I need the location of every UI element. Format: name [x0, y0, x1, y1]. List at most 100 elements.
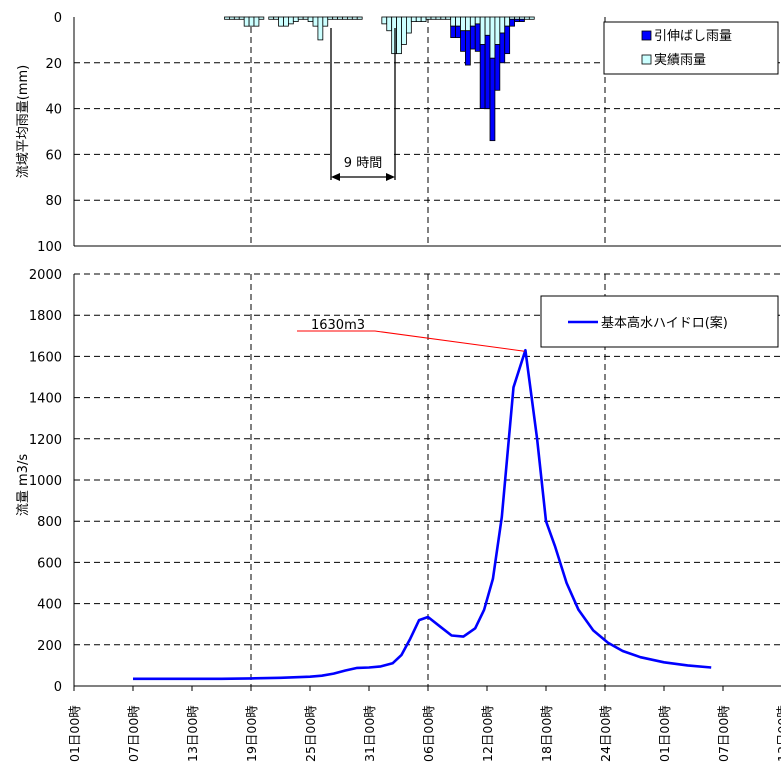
rain-bar-observed	[489, 16, 496, 59]
rain-ytick-label: 100	[37, 240, 62, 255]
rain-bar-observed	[233, 16, 240, 20]
flow-xtick-label: 01日00時	[67, 705, 82, 762]
rain-bar-observed	[292, 16, 299, 22]
rain-bar-extended	[489, 57, 496, 142]
rain-bar-observed	[312, 16, 319, 27]
rain-bar-observed	[499, 16, 506, 34]
flow-ytick-label: 2000	[29, 268, 62, 283]
rain-bar-observed	[332, 16, 338, 20]
rain-bar-observed	[410, 16, 417, 22]
rain-ytick-label: 60	[45, 148, 62, 163]
rain-bar-observed	[307, 16, 314, 22]
rain-bar-observed	[258, 16, 265, 20]
rain-bar-observed	[268, 16, 275, 20]
flow-xtick-label: 18日00時	[539, 705, 554, 762]
flow-xtick-label: 07日00時	[126, 705, 141, 762]
rain-bar-extended	[499, 32, 506, 64]
rain-bar-observed	[415, 16, 422, 22]
rain-bar-observed	[337, 16, 343, 20]
span-label-bg	[334, 150, 392, 172]
rain-bar-extended	[484, 34, 491, 109]
rain-bar-observed	[229, 16, 235, 20]
rain-bar-observed	[435, 16, 442, 20]
flow-ytick-label: 1000	[29, 474, 62, 489]
rain-bar-observed	[351, 16, 358, 20]
flow-ytick-label: 1600	[29, 350, 62, 365]
rain-bar-observed	[460, 16, 466, 32]
flow-ytick-label: 200	[37, 639, 62, 654]
rain-bar-observed	[386, 16, 393, 32]
rain-bar-extended	[509, 18, 515, 27]
rain-bar-observed	[445, 16, 452, 20]
rain-ytick-label: 80	[45, 194, 62, 209]
rain-bar-observed	[469, 16, 476, 27]
rain-bar-extended	[455, 25, 461, 39]
rain-bar-observed	[430, 16, 437, 20]
rain-ytick-label: 0	[54, 11, 62, 26]
rain-bar-observed	[248, 16, 255, 27]
rain-bar-observed	[479, 16, 486, 45]
rain-bar-observed	[224, 16, 230, 20]
rain-legend-swatch	[641, 30, 652, 41]
rain-legend-swatch	[641, 54, 652, 65]
rain-bar-observed	[327, 16, 334, 20]
flow-legend: 基本高水ハイドロ(案)	[540, 295, 779, 348]
rain-legend-box	[603, 21, 779, 75]
rain-bar-extended	[519, 18, 525, 22]
flow-y-axis-label: 流量 m3/s	[16, 454, 31, 516]
rain-bar-extended	[504, 25, 511, 55]
span-label: 9 時間	[344, 156, 382, 171]
rain-y-axis-label: 流域平均雨量(mm)	[16, 65, 31, 178]
flow-xtick-label: 13日00時	[775, 705, 781, 762]
rain-bar-observed	[356, 16, 363, 20]
flow-xtick-label: 13日00時	[185, 705, 200, 762]
flow-xtick-label: 31日00時	[362, 705, 377, 762]
rain-ytick-label: 20	[45, 57, 62, 72]
rain-bar-extended	[469, 25, 476, 50]
rain-bar-observed	[528, 16, 535, 20]
rain-bar-observed	[278, 16, 284, 27]
rain-bar-observed	[484, 16, 491, 36]
rain-bar-observed	[243, 16, 250, 27]
rain-bar-observed	[253, 16, 260, 27]
rain-bar-observed	[524, 16, 530, 20]
flow-xtick-label: 19日00時	[244, 705, 259, 762]
rain-bar-observed	[297, 16, 304, 20]
rain-bar-observed	[381, 16, 388, 25]
flow-ytick-label: 1800	[29, 309, 62, 324]
flow-xtick-label: 06日00時	[421, 705, 436, 762]
rain-bar-extended	[514, 18, 520, 22]
rain-bar-observed	[450, 16, 456, 27]
rain-bar-observed	[420, 16, 427, 22]
rain-bar-observed	[238, 16, 245, 20]
rain-bar-observed	[322, 16, 329, 27]
peak-label: 1630m3	[311, 318, 365, 333]
rain-bar-observed	[504, 16, 511, 27]
rain-bar-observed	[347, 16, 353, 20]
rain-bar-extended	[465, 30, 471, 66]
rain-bar-observed	[425, 16, 432, 20]
flow-xtick-label: 12日00時	[480, 705, 495, 762]
peak-leader-line	[297, 330, 525, 352]
rain-ytick-label: 40	[45, 103, 62, 118]
flow-ytick-label: 1400	[29, 392, 62, 407]
rain-bar-extended	[450, 25, 456, 39]
rain-bar-observed	[406, 16, 412, 34]
flow-ytick-label: 1200	[29, 433, 62, 448]
flow-xtick-label: 24日00時	[598, 705, 613, 762]
flow-xtick-label: 25日00時	[303, 705, 318, 762]
rain-bar-observed	[391, 16, 397, 55]
rain-bar-observed	[273, 16, 279, 20]
flow-ytick-label: 0	[54, 680, 62, 695]
rain-legend-label: 引伸ばし雨量	[654, 29, 732, 44]
rain-legend-label: 実績雨量	[654, 52, 706, 68]
rain-bar-observed	[396, 16, 402, 55]
discharge-chart: 0 200 400 600 800 1000 1200 1400 1600 1800 2000 01日…	[16, 268, 781, 762]
rain-bar-extended	[460, 30, 466, 52]
span-arrowhead-left	[331, 173, 340, 181]
rain-bar-extended	[494, 44, 501, 91]
rain-bar-observed	[317, 16, 324, 41]
flow-legend-label: 基本高水ハイドロ(案)	[601, 315, 728, 331]
